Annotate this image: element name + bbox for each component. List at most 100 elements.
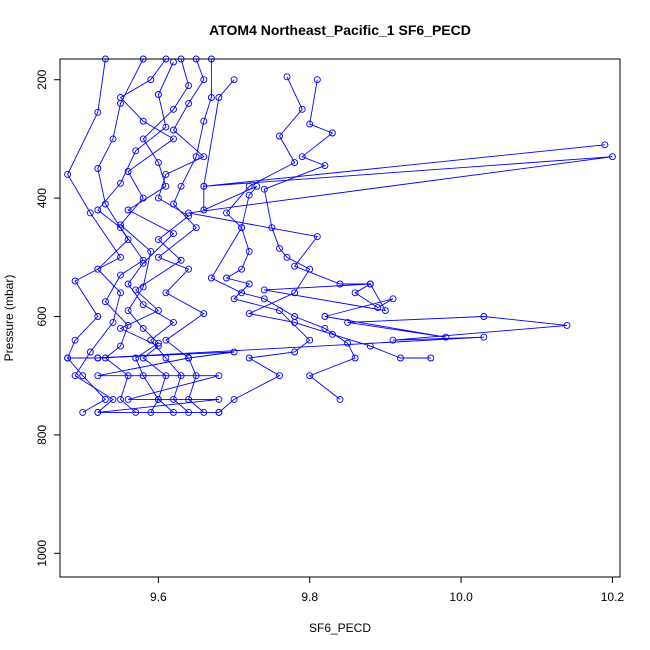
data-point — [366, 280, 374, 288]
data-point — [230, 348, 238, 356]
data-point — [170, 105, 177, 113]
data-point — [117, 289, 124, 297]
data-point — [139, 372, 147, 380]
data-point — [268, 224, 276, 232]
data-point — [215, 94, 223, 101]
data-point — [162, 336, 170, 344]
data-point — [101, 298, 109, 306]
data-point — [64, 170, 72, 178]
data-point — [366, 342, 374, 350]
data-point — [185, 395, 193, 403]
data-point — [170, 200, 177, 208]
data-point — [245, 247, 253, 255]
data-point — [276, 307, 283, 315]
data-point — [336, 280, 344, 288]
series-line-9 — [210, 76, 356, 400]
data-point — [117, 395, 124, 403]
data-point — [162, 123, 170, 131]
data-point — [344, 318, 352, 326]
data-point — [306, 120, 314, 128]
data-point — [162, 289, 170, 297]
data-point — [238, 289, 246, 297]
data-point — [480, 333, 488, 341]
data-point — [276, 372, 283, 380]
data-point — [351, 289, 359, 297]
data-point — [306, 372, 314, 380]
data-point — [79, 408, 87, 416]
data-point — [185, 99, 193, 107]
data-point — [200, 310, 208, 318]
data-point — [94, 165, 102, 172]
data-point — [351, 354, 359, 362]
chart-title: ATOM4 Northeast_Pacific_1 SF6_PECD — [209, 22, 471, 38]
series-line-2 — [74, 58, 144, 413]
data-point — [223, 274, 230, 282]
data-point — [245, 280, 253, 288]
data-point — [139, 117, 147, 125]
data-point — [200, 76, 208, 84]
data-point — [321, 324, 329, 332]
x-axis: 9.6 9.8 10.0 10.2 — [150, 577, 624, 604]
data-point — [94, 408, 102, 416]
y-tick-label: 1000 — [35, 540, 49, 567]
data-point — [328, 330, 336, 338]
data-point — [139, 135, 147, 143]
data-point — [117, 179, 124, 187]
y-axis: 200 400 600 800 1000 — [35, 69, 60, 567]
y-tick-label: 200 — [35, 69, 49, 89]
series-line-7 — [157, 59, 212, 413]
data-point — [154, 395, 162, 403]
data-point — [397, 354, 404, 362]
data-point — [117, 324, 124, 332]
data-point — [109, 318, 117, 326]
data-point — [132, 408, 140, 416]
data-point — [154, 307, 162, 315]
data-point — [124, 307, 132, 315]
data-point — [253, 182, 261, 190]
data-point — [94, 313, 102, 320]
y-tick-label: 800 — [35, 425, 49, 445]
data-point — [139, 301, 147, 309]
data-point — [79, 372, 87, 380]
data-point — [154, 253, 162, 261]
data-point — [154, 339, 162, 347]
data-point — [260, 286, 268, 294]
data-point — [344, 339, 352, 347]
x-tick-label: 9.6 — [150, 590, 167, 604]
data-point — [147, 408, 155, 416]
data-point — [86, 348, 94, 356]
data-point — [139, 283, 147, 291]
data-point — [238, 265, 246, 273]
data-point — [124, 321, 132, 329]
data-point — [101, 200, 109, 208]
x-tick-label: 10.2 — [601, 590, 625, 604]
data-point — [124, 168, 132, 175]
data-point — [170, 408, 177, 416]
data-point — [139, 259, 147, 267]
data-point — [71, 372, 79, 380]
data-point — [336, 395, 344, 403]
data-point — [313, 76, 321, 84]
data-point — [283, 253, 291, 261]
y-tick-label: 400 — [35, 188, 49, 208]
data-point — [230, 76, 238, 84]
series-line-12 — [97, 351, 235, 413]
data-point — [170, 126, 177, 134]
data-point — [64, 354, 72, 362]
data-point — [260, 295, 268, 303]
data-point — [230, 395, 238, 403]
x-tick-label: 10.0 — [449, 590, 473, 604]
data-point — [291, 348, 299, 356]
series-line-6 — [119, 58, 205, 413]
data-point — [162, 372, 170, 380]
data-point — [215, 372, 223, 380]
data-point — [298, 153, 306, 161]
data-point — [185, 209, 193, 217]
data-point — [223, 209, 230, 217]
data-point — [124, 395, 132, 403]
data-point — [154, 342, 162, 350]
data-point — [124, 280, 132, 288]
data-point — [117, 94, 124, 101]
data-point — [306, 265, 314, 273]
data-point — [154, 194, 162, 202]
